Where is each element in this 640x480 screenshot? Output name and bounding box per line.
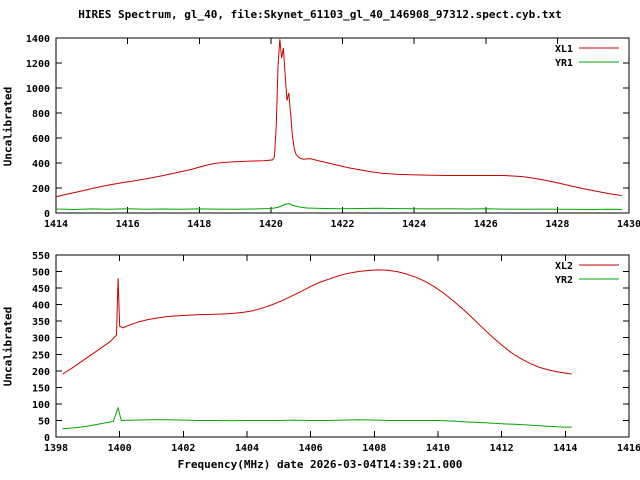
plot-border: [55, 37, 630, 214]
x-tick-label: 1428: [545, 219, 569, 230]
y-tick-label: 300: [32, 334, 50, 345]
y-tick-label: 1400: [26, 34, 50, 45]
series-line-YR2: [62, 406, 572, 430]
y-tick-label: 250: [32, 350, 50, 361]
x-tick-label: 1414: [44, 219, 68, 230]
y-tick-label: 200: [32, 367, 50, 378]
x-tick-label: 1408: [362, 443, 386, 454]
y-tick-label: 100: [32, 400, 50, 411]
y-tick-label: 600: [32, 134, 50, 145]
x-tick-label: 1406: [299, 443, 323, 454]
y-tick-label: 350: [32, 317, 50, 328]
x-tick-label: 1404: [235, 443, 259, 454]
x-tick-label: 1414: [553, 443, 577, 454]
y-tick-label: 200: [32, 184, 50, 195]
y-tick-label: 500: [32, 268, 50, 279]
y-tick-label: 400: [32, 159, 50, 170]
x-tick-label: 1424: [402, 219, 426, 230]
x-tick-label: 1416: [617, 443, 640, 454]
x-tick-label: 1430: [617, 219, 640, 230]
series-line-YR1: [55, 203, 622, 211]
x-tick-label: 1420: [259, 219, 283, 230]
y-tick-label: 0: [44, 433, 50, 444]
legend-label: XL1: [555, 44, 573, 55]
y-tick-label: 1200: [26, 59, 50, 70]
series-line-XL1: [55, 39, 622, 198]
legend-label: YR1: [555, 58, 573, 69]
x-tick-label: 1398: [44, 443, 68, 454]
x-tick-label: 1400: [108, 443, 132, 454]
x-tick-label: 1416: [116, 219, 140, 230]
legend-label: XL2: [555, 261, 573, 272]
bottom-plot: 1398 1400 1402 1404 1406 1408 1410 1412 1414 1416…: [32, 251, 640, 454]
x-tick-label: 1402: [171, 443, 195, 454]
page-title: HIRES Spectrum, gl_40, file:Skynet_61103…: [78, 8, 562, 21]
x-tick-label: 1418: [187, 219, 211, 230]
legend-label: YR2: [555, 275, 573, 286]
series-line-XL2: [62, 269, 572, 375]
y-tick-label: 50: [38, 416, 50, 427]
y-tick-label: 1000: [26, 84, 50, 95]
x-tick-label: 1422: [330, 219, 354, 230]
y-tick-label: 450: [32, 284, 50, 295]
top-plot: 1414 1416 1418 1420 1422 1424 1426 1428 1430 0 200…: [26, 34, 640, 230]
y-tick-label: 400: [32, 301, 50, 312]
x-tick-label: 1412: [490, 443, 514, 454]
x-tick-label: 1410: [426, 443, 450, 454]
y-tick-label: 800: [32, 109, 50, 120]
x-axis-label: Frequency(MHz) date 2026-03-04T14:39:21.…: [177, 458, 463, 471]
plot-border: [55, 254, 630, 438]
y-tick-label: 150: [32, 383, 50, 394]
x-tick-label: 1426: [474, 219, 498, 230]
y-tick-label: 0: [44, 209, 50, 220]
y-tick-label: 550: [32, 251, 50, 262]
